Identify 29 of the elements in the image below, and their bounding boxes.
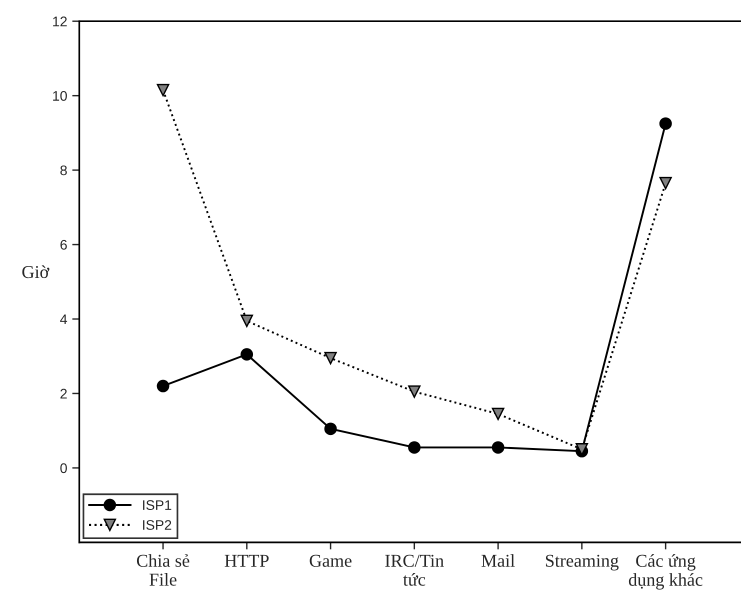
y-tick-label: 0 [60,463,67,474]
x-tick-label: Streaming [546,554,619,571]
x-tick-label: Mail [482,554,515,567]
point [324,352,337,364]
point [324,422,337,436]
legend-label: ISP2 [143,520,172,530]
y-tick-label: 10 [53,90,67,101]
point [659,117,672,130]
point [659,176,672,190]
x-tick-label: Game [310,554,352,567]
legend-label: ISP1 [143,500,172,510]
point [408,385,421,398]
point [240,314,254,328]
point [492,441,504,454]
y-tick-label: 8 [60,165,67,176]
y-tick-label: 6 [60,240,67,250]
y-tick-label: 12 [53,16,67,26]
y-axis-title: Giờ [22,265,50,278]
x-tick-label: Các ứng dụng khác [628,554,702,590]
point [492,408,504,420]
point [408,441,421,454]
point [240,348,254,361]
x-tick-label: IRC/Tin tức [385,554,444,586]
point [156,84,170,96]
x-tick-label: HTTP [224,554,269,567]
point [156,380,170,392]
x-tick-label: Chia sẻ File [136,554,190,586]
y-tick-label: 2 [60,388,67,398]
y-tick-label: 4 [60,314,68,324]
